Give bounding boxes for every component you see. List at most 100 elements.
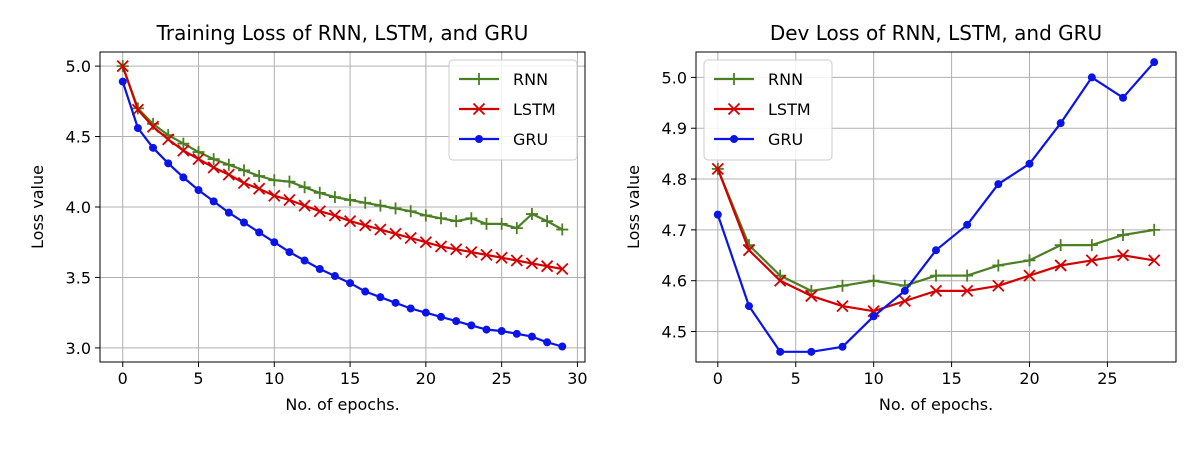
data-point-rnn: [450, 215, 463, 228]
data-point-rnn: [237, 164, 250, 177]
data-point-lstm: [177, 144, 190, 157]
legend-marker-lstm: [472, 102, 486, 116]
data-point-lstm: [510, 254, 523, 267]
data-point-gru: [118, 77, 127, 86]
data-point-gru: [543, 338, 552, 347]
data-point-lstm: [1023, 269, 1036, 282]
data-point-gru: [1056, 119, 1065, 128]
data-point-rnn: [207, 153, 220, 166]
chart-title: Training Loss of RNN, LSTM, and GRU: [156, 21, 529, 45]
chart-title: Dev Loss of RNN, LSTM, and GRU: [770, 21, 1102, 45]
legend-box: [448, 59, 578, 161]
data-point-gru: [482, 325, 491, 334]
y-tick-label: 5.0: [662, 68, 687, 87]
data-point-lstm: [495, 251, 508, 264]
data-point-rnn: [541, 215, 554, 228]
data-point-rnn: [419, 209, 432, 222]
data-point-lstm: [419, 236, 432, 249]
data-point-rnn: [192, 146, 205, 159]
data-point-lstm: [556, 262, 569, 276]
data-point-lstm: [711, 162, 724, 176]
y-axis-label: Loss value: [624, 165, 643, 249]
legend-marker-lstm: [727, 102, 741, 116]
y-tick-label: 3.0: [66, 339, 91, 358]
data-point-rnn: [298, 181, 311, 194]
data-point-lstm: [774, 274, 787, 287]
data-point-rnn: [359, 196, 372, 209]
y-tick-label: 4.0: [66, 198, 91, 217]
data-point-lstm: [836, 299, 849, 313]
legend-label-gru: GRU: [768, 130, 803, 149]
data-point-rnn: [525, 208, 538, 221]
x-tick-label: 20: [1019, 369, 1039, 388]
legend-label-lstm: LSTM: [513, 100, 556, 119]
data-point-lstm: [450, 243, 463, 256]
training-loss-chart: 0 5 10 15 20 25 30 3.0 3.5 4.0 4.5 5.0 Training Loss…: [28, 21, 588, 414]
data-point-gru: [315, 265, 324, 273]
x-tick-label: 10: [863, 369, 883, 388]
data-point-gru: [558, 342, 567, 351]
data-point-lstm: [1148, 254, 1161, 267]
data-point-gru: [1087, 73, 1096, 82]
data-point-lstm: [268, 189, 281, 202]
y-tick-label: 4.6: [662, 272, 687, 291]
data-point-rnn: [253, 170, 266, 182]
y-tick-label: 5.0: [66, 57, 91, 76]
y-tick-label: 4.5: [662, 323, 687, 342]
x-tick-label: 0: [713, 369, 723, 388]
data-point-lstm: [237, 176, 251, 190]
x-tick-label: 0: [118, 369, 128, 388]
x-tick-label: 25: [491, 369, 511, 388]
data-point-lstm: [374, 223, 387, 236]
x-tick-label: 5: [193, 369, 203, 388]
data-point-rnn: [177, 137, 190, 150]
data-point-gru: [346, 279, 355, 288]
data-point-lstm: [992, 279, 1005, 292]
legend-marker-gru: [475, 135, 483, 143]
data-point-gru: [869, 312, 878, 321]
data-point-rnn: [930, 269, 942, 282]
data-point-lstm: [359, 219, 372, 232]
data-point-lstm: [525, 257, 539, 270]
data-point-gru: [776, 347, 785, 356]
data-point-rnn: [1023, 254, 1036, 267]
data-point-rnn: [404, 205, 417, 218]
data-point-rnn: [465, 212, 478, 225]
legend-box: [703, 59, 833, 161]
x-tick-label: 20: [416, 369, 436, 388]
y-tick-label: 4.8: [662, 170, 687, 189]
x-tick-label: 15: [340, 369, 360, 388]
data-point-gru: [467, 321, 476, 330]
data-point-lstm: [1054, 259, 1067, 272]
data-point-rnn: [435, 212, 448, 225]
data-point-gru: [838, 342, 847, 351]
data-point-gru: [527, 332, 536, 341]
legend-label-rnn: RNN: [513, 70, 548, 89]
data-point-gru: [807, 347, 816, 356]
data-point-gru: [963, 220, 972, 229]
y-tick-label: 4.7: [662, 221, 687, 240]
legend-marker-gru: [730, 135, 738, 143]
data-point-rnn: [867, 274, 880, 287]
data-point-lstm: [540, 260, 554, 273]
data-point-rnn: [222, 158, 235, 171]
data-point-rnn: [1117, 228, 1130, 241]
x-axis-label: No. of epochs.: [285, 395, 399, 414]
data-point-rnn: [992, 259, 1005, 272]
data-point-lstm: [465, 245, 478, 259]
data-point-gru: [255, 228, 264, 237]
data-point-rnn: [480, 217, 493, 230]
data-point-gru: [437, 312, 446, 321]
data-point-rnn: [389, 202, 402, 215]
data-point-gru: [406, 304, 415, 313]
data-point-gru: [285, 248, 294, 257]
data-point-gru: [512, 329, 521, 338]
data-point-gru: [239, 218, 248, 227]
data-point-gru: [1150, 58, 1159, 67]
data-point-lstm: [313, 205, 326, 218]
x-tick-label: 15: [941, 369, 961, 388]
data-point-rnn: [836, 279, 849, 292]
y-tick-label: 3.5: [66, 268, 91, 287]
y-tick-label: 4.5: [66, 128, 91, 147]
